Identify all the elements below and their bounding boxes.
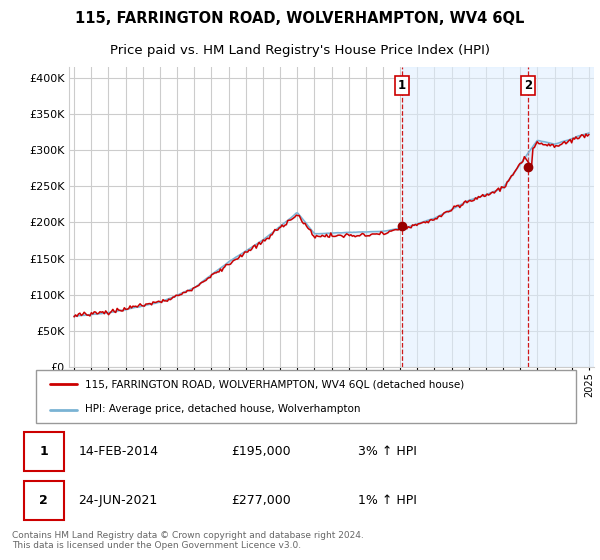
Text: 14-FEB-2014: 14-FEB-2014 (78, 445, 158, 458)
Text: HPI: Average price, detached house, Wolverhampton: HPI: Average price, detached house, Wolv… (85, 404, 360, 414)
Text: 2: 2 (40, 494, 48, 507)
Bar (23, 480, 64, 520)
Text: £195,000: £195,000 (231, 445, 290, 458)
Text: Contains HM Land Registry data © Crown copyright and database right 2024.
This d: Contains HM Land Registry data © Crown c… (12, 531, 364, 550)
Text: 24-JUN-2021: 24-JUN-2021 (78, 494, 157, 507)
Text: £277,000: £277,000 (231, 494, 290, 507)
Text: 2: 2 (524, 79, 533, 92)
Text: 1: 1 (398, 79, 406, 92)
Text: 3% ↑ HPI: 3% ↑ HPI (358, 445, 416, 458)
Bar (23, 432, 64, 471)
Text: 1: 1 (40, 445, 48, 458)
Text: 115, FARRINGTON ROAD, WOLVERHAMPTON, WV4 6QL: 115, FARRINGTON ROAD, WOLVERHAMPTON, WV4… (76, 11, 524, 26)
Bar (402, 67, 594, 367)
Text: 1% ↑ HPI: 1% ↑ HPI (358, 494, 416, 507)
Text: 115, FARRINGTON ROAD, WOLVERHAMPTON, WV4 6QL (detached house): 115, FARRINGTON ROAD, WOLVERHAMPTON, WV4… (85, 380, 464, 390)
Text: Price paid vs. HM Land Registry's House Price Index (HPI): Price paid vs. HM Land Registry's House … (110, 44, 490, 57)
